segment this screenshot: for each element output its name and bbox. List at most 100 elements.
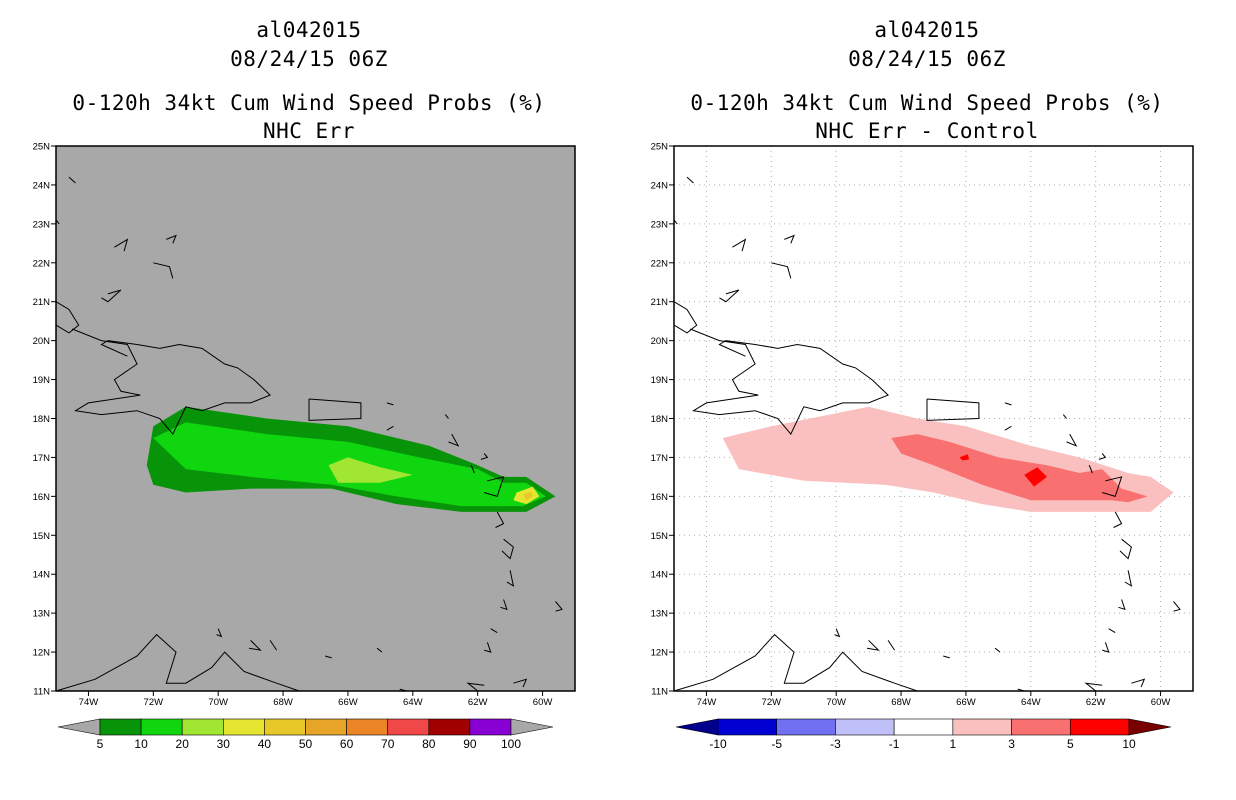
colorbar-segment [1069, 718, 1130, 736]
coastline [325, 655, 332, 659]
x-tick-label: 72W [762, 697, 782, 708]
colorbar-extend-low [57, 718, 101, 736]
y-tick-label: 14N [33, 570, 51, 581]
coastline [1118, 599, 1126, 611]
colorbar-segment [140, 718, 183, 736]
coastline [943, 655, 950, 659]
coastline [1098, 453, 1107, 460]
colorbar-segment [428, 718, 471, 736]
coastline [386, 402, 394, 406]
coastline [444, 414, 449, 419]
coastline [114, 238, 129, 252]
colorbar-segment [99, 718, 142, 736]
y-tick-label: 12N [651, 648, 669, 659]
x-tick-label: 74W [697, 697, 717, 708]
x-tick-label: 68W [891, 697, 911, 708]
coastline [1113, 511, 1123, 528]
coastline [994, 647, 1001, 653]
colorbar-segment [717, 718, 778, 736]
colorbar-segment [1011, 718, 1071, 736]
coastline [101, 289, 122, 303]
coastline [269, 640, 278, 651]
y-tick-label: 18N [651, 414, 669, 425]
datetime-title: 08/24/15 06Z [848, 47, 1006, 71]
map-plot-difference: 11N 12N 13N 14N 15N 16N 17N 18N 19N 20N 21N 22N 23N 2… [651, 142, 1194, 751]
colorbar-label: 10 [134, 737, 148, 751]
x-tick-label: 66W [956, 697, 976, 708]
colorbar-label: 5 [1067, 737, 1074, 751]
y-tick-label: 23N [651, 219, 669, 230]
coastline [1102, 476, 1123, 498]
colorbar-label: 5 [97, 737, 104, 751]
coastline [1084, 682, 1103, 692]
x-tick-label: 62W [1086, 697, 1106, 708]
coastline [55, 301, 80, 334]
coastline [1102, 642, 1110, 653]
colorbar-label: 30 [217, 737, 231, 751]
y-tick-label: 23N [33, 219, 51, 230]
colorbar-extend-low [675, 718, 719, 736]
y-tick-label: 12N [33, 648, 51, 659]
map-background [56, 146, 575, 691]
subtitle: NHC Err - Control [815, 119, 1039, 143]
colorbar-segment [893, 718, 954, 736]
colorbar-label: 80 [422, 737, 436, 751]
colorbar-label: 50 [299, 737, 313, 751]
colorbar-label: -10 [709, 737, 727, 751]
coastline [484, 642, 492, 653]
colorbar-label: -1 [889, 737, 900, 751]
y-tick-label: 22N [651, 258, 669, 269]
coastline [673, 633, 918, 692]
x-tick-label: 60W [533, 697, 553, 708]
colorbar-segment [776, 718, 836, 736]
subtitle: NHC Err [262, 119, 355, 143]
y-tick-label: 21N [651, 297, 669, 308]
y-tick-label: 13N [33, 609, 51, 620]
y-tick-label: 22N [33, 258, 51, 269]
coastline [1066, 433, 1078, 447]
x-tick-label: 72W [144, 697, 164, 708]
coastline [926, 398, 980, 421]
x-tick-label: 68W [273, 697, 293, 708]
coastline [784, 234, 795, 244]
coastline [470, 465, 475, 474]
y-tick-label: 11N [651, 687, 668, 698]
coastline [68, 176, 76, 184]
x-tick-label: 70W [208, 697, 228, 708]
coastline [1173, 601, 1181, 612]
colorbar-segment [346, 718, 389, 736]
colorbar-segment [952, 718, 1012, 736]
coastline [1088, 465, 1093, 474]
coastline [216, 628, 223, 638]
coastline [484, 476, 505, 498]
left-panel: al042015 08/24/15 06Z 0-120h 34kt Cum Wi… [33, 18, 576, 751]
coastline [376, 647, 383, 653]
map-plot-nhc-err: 11N 12N 13N 14N 15N 16N 17N 18N 19N 20N 21N 22N 23N 2… [33, 142, 576, 751]
y-tick-label: 18N [33, 414, 51, 425]
x-tick-label: 74W [79, 697, 99, 708]
y-tick-label: 11N [33, 687, 50, 698]
y-tick-label: 24N [651, 180, 669, 191]
colorbar-label: -3 [830, 737, 841, 751]
colorbar-label: 70 [381, 737, 395, 751]
coastline [690, 328, 890, 436]
colorbar-segment [181, 718, 224, 736]
contour-level-5 [959, 454, 970, 461]
coastline [501, 538, 514, 560]
y-tick-label: 17N [33, 453, 51, 464]
coastline [834, 628, 841, 638]
coastline [686, 176, 694, 184]
y-tick-label: 16N [33, 492, 51, 503]
coastline [732, 238, 747, 252]
coastline [55, 633, 300, 692]
coastline [771, 262, 792, 279]
colorbar-label: 60 [340, 737, 354, 751]
contour-level-40 [523, 491, 533, 501]
x-tick-label: 64W [1021, 697, 1041, 708]
x-tick-label: 60W [1151, 697, 1171, 708]
y-tick-label: 17N [651, 453, 669, 464]
contour-level-3 [891, 434, 1148, 503]
colorbar-segment [264, 718, 306, 736]
x-tick-label: 66W [338, 697, 358, 708]
y-tick-label: 20N [651, 336, 669, 347]
